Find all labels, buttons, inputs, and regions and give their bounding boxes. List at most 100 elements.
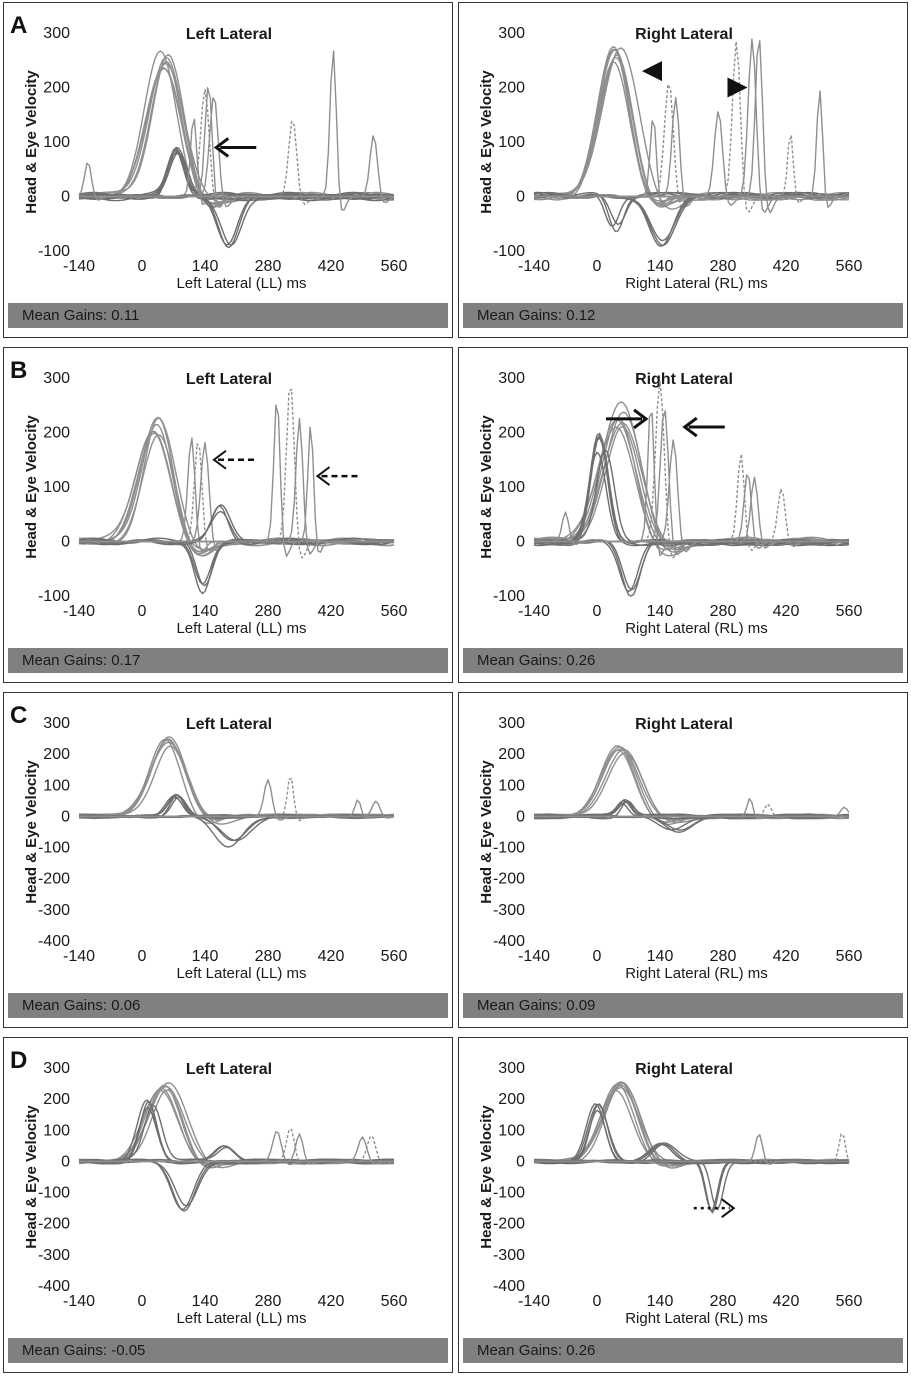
y-tick-label: 100: [498, 134, 525, 151]
row-label: C: [10, 702, 27, 729]
eye-velocity-trace: [78, 1146, 395, 1163]
y-axis-label: Head & Eye Velocity: [23, 415, 40, 559]
saccade-trace: [534, 90, 849, 208]
y-tick-label: -100: [493, 840, 525, 857]
saccade-trace: [79, 120, 394, 206]
y-tick-label: -300: [38, 1247, 70, 1264]
chart-title: Right Lateral: [635, 716, 733, 733]
chart-panel-B-left: B Left Lateral Head & Eye Velocity 300 200 10…: [3, 347, 453, 683]
x-tick-label: 280: [710, 1293, 737, 1310]
eye-velocity-dip-trace: [78, 539, 395, 585]
arrowhead-annotation: [727, 77, 748, 98]
y-tick-label: 100: [43, 479, 70, 496]
mean-gains-bar: Mean Gains: 0.11: [8, 303, 448, 328]
x-tick-label: -140: [63, 603, 95, 620]
head-velocity-trace: [78, 739, 395, 821]
y-tick-label: -200: [38, 871, 70, 888]
x-tick-label: -140: [518, 1293, 550, 1310]
y-tick-label: -100: [493, 1185, 525, 1202]
head-velocity-trace: [78, 1089, 395, 1165]
head-velocity-trace: [533, 1086, 850, 1164]
row-label: B: [10, 357, 27, 384]
x-tick-label: 280: [710, 948, 737, 965]
y-axis-label: Head & Eye Velocity: [478, 70, 495, 214]
y-tick-label: 300: [498, 1060, 525, 1077]
eye-velocity-trace: [79, 796, 395, 819]
eye-velocity-dip-trace: [533, 539, 850, 593]
y-tick-label: -300: [493, 1247, 525, 1264]
y-tick-label: 200: [498, 425, 525, 442]
chart-panel-D-right: Right Lateral Head & Eye Velocity 300 200 10…: [458, 1037, 908, 1373]
y-tick-label: -200: [493, 1216, 525, 1233]
chart-svg: Right Lateral Head & Eye Velocity 300 200 10…: [478, 1060, 862, 1327]
head-velocity-trace: [78, 50, 395, 201]
saccade-trace: [534, 111, 849, 206]
y-tick-label: 200: [498, 746, 525, 763]
y-tick-label: 200: [498, 1091, 525, 1108]
y-tick-label: 300: [43, 1060, 70, 1077]
y-tick-label: -100: [493, 588, 525, 605]
x-tick-label: 420: [318, 603, 345, 620]
x-tick-label: 280: [255, 948, 282, 965]
y-tick-label: 100: [498, 479, 525, 496]
x-tick-label: 560: [836, 603, 863, 620]
y-tick-label: 200: [43, 746, 70, 763]
x-tick-label: 280: [255, 1293, 282, 1310]
eye-velocity-trace: [78, 149, 395, 200]
y-tick-label: -100: [493, 243, 525, 260]
y-axis-label: Head & Eye Velocity: [23, 70, 40, 214]
y-tick-label: 200: [43, 1091, 70, 1108]
eye-velocity-trace: [78, 151, 395, 200]
eye-velocity-trace: [78, 151, 395, 199]
y-tick-label: 300: [498, 370, 525, 387]
x-tick-label: 280: [255, 603, 282, 620]
y-tick-label: -400: [493, 933, 525, 950]
arrow-solid-annotation: [213, 137, 257, 158]
eye-velocity-dip-trace: [78, 1159, 395, 1210]
eye-velocity-dip-trace: [78, 814, 395, 842]
x-tick-label: 0: [138, 1293, 147, 1310]
eye-velocity-trace: [78, 147, 395, 200]
arrow-solid-annotation: [682, 416, 725, 438]
y-tick-label: 100: [498, 1122, 525, 1139]
arrow-solid-annotation: [606, 408, 649, 430]
y-tick-label: 0: [516, 1153, 525, 1170]
arrow-dashed-annotation: [315, 466, 358, 486]
x-tick-label: 140: [647, 1293, 674, 1310]
x-tick-label: -140: [518, 603, 550, 620]
eye-velocity-trace: [533, 1103, 850, 1164]
x-tick-label: 140: [192, 603, 219, 620]
x-tick-label: 560: [381, 603, 408, 620]
eye-velocity-dip-trace: [533, 539, 850, 597]
y-tick-label: 300: [43, 25, 70, 42]
chart-title: Right Lateral: [635, 371, 733, 388]
x-axis-label: Right Lateral (RL) ms: [625, 965, 768, 982]
x-axis-label: Left Lateral (LL) ms: [176, 620, 306, 637]
x-tick-label: 420: [773, 948, 800, 965]
eye-velocity-trace: [78, 505, 395, 546]
x-axis-label: Right Lateral (RL) ms: [625, 275, 768, 292]
chart-title: Left Lateral: [186, 26, 272, 43]
chart-panel-A-left: A Left Lateral Head & Eye Velocity 300 200 10…: [3, 2, 453, 338]
saccade-trace: [534, 38, 849, 213]
saccade-trace: [534, 83, 849, 209]
x-tick-label: 0: [138, 258, 147, 275]
y-tick-label: 200: [43, 425, 70, 442]
x-axis-label: Right Lateral (RL) ms: [625, 620, 768, 637]
x-tick-label: 0: [593, 1293, 602, 1310]
y-tick-label: -100: [38, 1185, 70, 1202]
y-tick-label: -400: [38, 933, 70, 950]
x-tick-label: 140: [647, 258, 674, 275]
y-tick-label: 100: [43, 777, 70, 794]
chart-title: Right Lateral: [635, 1061, 733, 1078]
x-tick-label: 560: [381, 948, 408, 965]
chart-svg: Right Lateral Head & Eye Velocity 300 200 10…: [478, 25, 862, 292]
x-tick-label: 140: [192, 1293, 219, 1310]
x-tick-label: 560: [381, 1293, 408, 1310]
x-tick-label: -140: [518, 258, 550, 275]
head-velocity-trace: [78, 738, 395, 821]
x-axis-label: Left Lateral (LL) ms: [176, 965, 306, 982]
chart-title: Left Lateral: [186, 716, 272, 733]
x-tick-label: 420: [773, 1293, 800, 1310]
head-velocity-trace: [79, 736, 395, 819]
